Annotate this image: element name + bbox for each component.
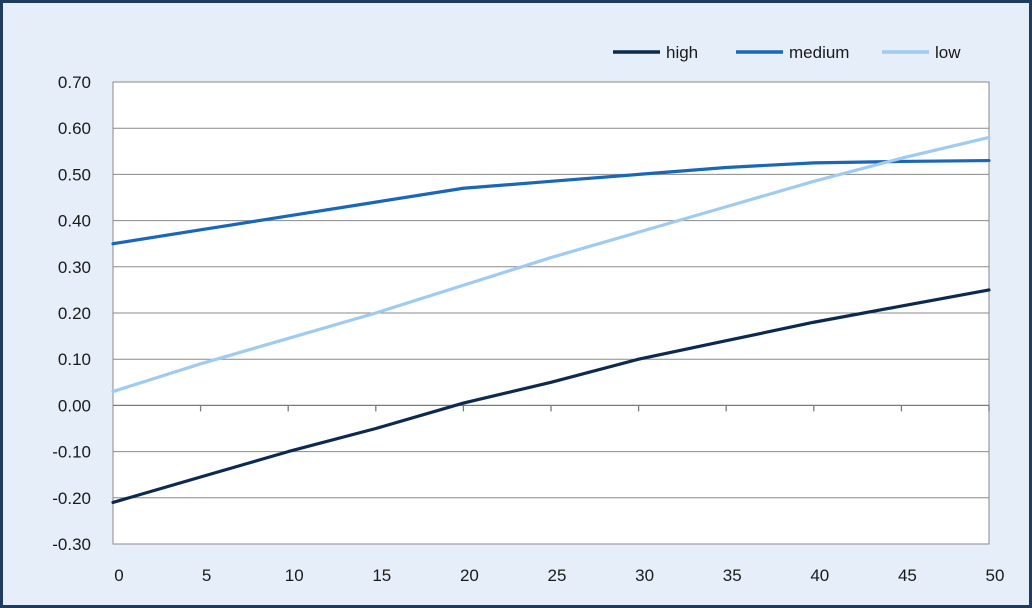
- legend-label-medium: medium: [789, 43, 849, 62]
- y-tick-label: 0.50: [58, 165, 91, 184]
- legend-label-high: high: [666, 43, 698, 62]
- x-tick-label: 50: [986, 566, 1005, 585]
- y-tick-label: -0.10: [52, 443, 91, 462]
- x-tick-label: 5: [202, 566, 211, 585]
- series-lines: [111, 135, 991, 505]
- x-tick-label: 10: [285, 566, 304, 585]
- y-tick-label: 0.30: [58, 258, 91, 277]
- legend-label-low: low: [935, 43, 961, 62]
- series-line-high: [111, 288, 991, 505]
- x-tick-label: 40: [810, 566, 829, 585]
- y-tick-label: -0.30: [52, 535, 91, 554]
- axes: -0.30 -0.20 -0.10 0.00 0.10 0.20 0.30 0.40 0.50 0…: [52, 73, 1004, 585]
- x-tick-label: 20: [460, 566, 479, 585]
- y-tick-label: 0.60: [58, 119, 91, 138]
- y-tick-label: 0.00: [58, 396, 91, 415]
- y-tick-label: -0.20: [52, 489, 91, 508]
- y-tick-label: 0.20: [58, 304, 91, 323]
- x-tick-label: 25: [548, 566, 567, 585]
- x-tick-label: 30: [635, 566, 654, 585]
- x-tick-label: 35: [723, 566, 742, 585]
- x-tick-label: 15: [372, 566, 391, 585]
- x-tick-label: 45: [898, 566, 917, 585]
- x-tick-label: 0: [114, 566, 123, 585]
- y-tick-label: 0.40: [58, 212, 91, 231]
- legend: high medium low: [613, 43, 961, 62]
- series-line-medium: [111, 158, 991, 246]
- y-tick-label: 0.70: [58, 73, 91, 92]
- series-line-low: [111, 135, 991, 394]
- y-tick-label: 0.10: [58, 350, 91, 369]
